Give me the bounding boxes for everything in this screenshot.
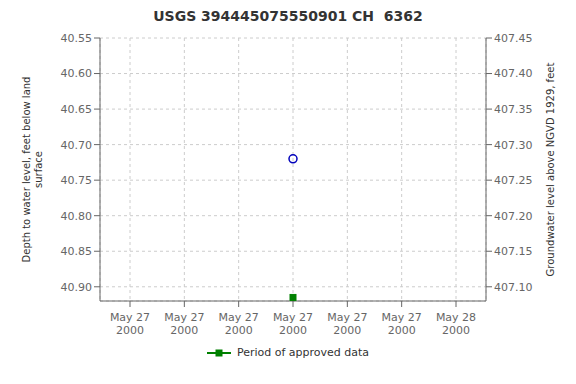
svg-text:407.15: 407.15 (494, 245, 533, 258)
svg-text:407.45: 407.45 (494, 32, 533, 45)
svg-text:40.80: 40.80 (61, 210, 93, 223)
html-text:USGS 394445075550901 CH 6362: USGS 394445075550901 CH 6362 (153, 8, 423, 24)
svg-text:40.65: 40.65 (61, 103, 93, 116)
svg-text:May 272000: May 272000 (327, 311, 367, 337)
svg-text:407.25: 407.25 (494, 174, 533, 187)
svg-text:May 272000: May 272000 (273, 311, 313, 337)
svg-text:May 272000: May 272000 (164, 311, 204, 337)
svg-text:40.75: 40.75 (61, 174, 93, 187)
svg-text:Depth to water level, feet bel: Depth to water level, feet below landsur… (21, 77, 44, 263)
svg-text:407.20: 407.20 (494, 210, 533, 223)
svg-text:407.10: 407.10 (494, 281, 533, 294)
svg-text:May 272000: May 272000 (110, 311, 150, 337)
svg-text:40.90: 40.90 (61, 281, 93, 294)
svg-text:407.40: 407.40 (494, 67, 533, 80)
svg-text:May 282000: May 282000 (436, 311, 476, 337)
svg-text:40.85: 40.85 (61, 245, 93, 258)
html-text:Period of approved data: Period of approved data (236, 346, 370, 359)
svg-text:407.30: 407.30 (494, 139, 533, 152)
svg-text:407.35: 407.35 (494, 103, 533, 116)
svg-text:40.60: 40.60 (61, 67, 93, 80)
svg-text:40.55: 40.55 (61, 32, 93, 45)
svg-text:May 272000: May 272000 (219, 311, 259, 337)
svg-text:40.70: 40.70 (61, 139, 93, 152)
svg-text:May 272000: May 272000 (382, 311, 422, 337)
svg-text:Groundwater level above NGVD 1: Groundwater level above NGVD 1929, feet (545, 63, 556, 277)
